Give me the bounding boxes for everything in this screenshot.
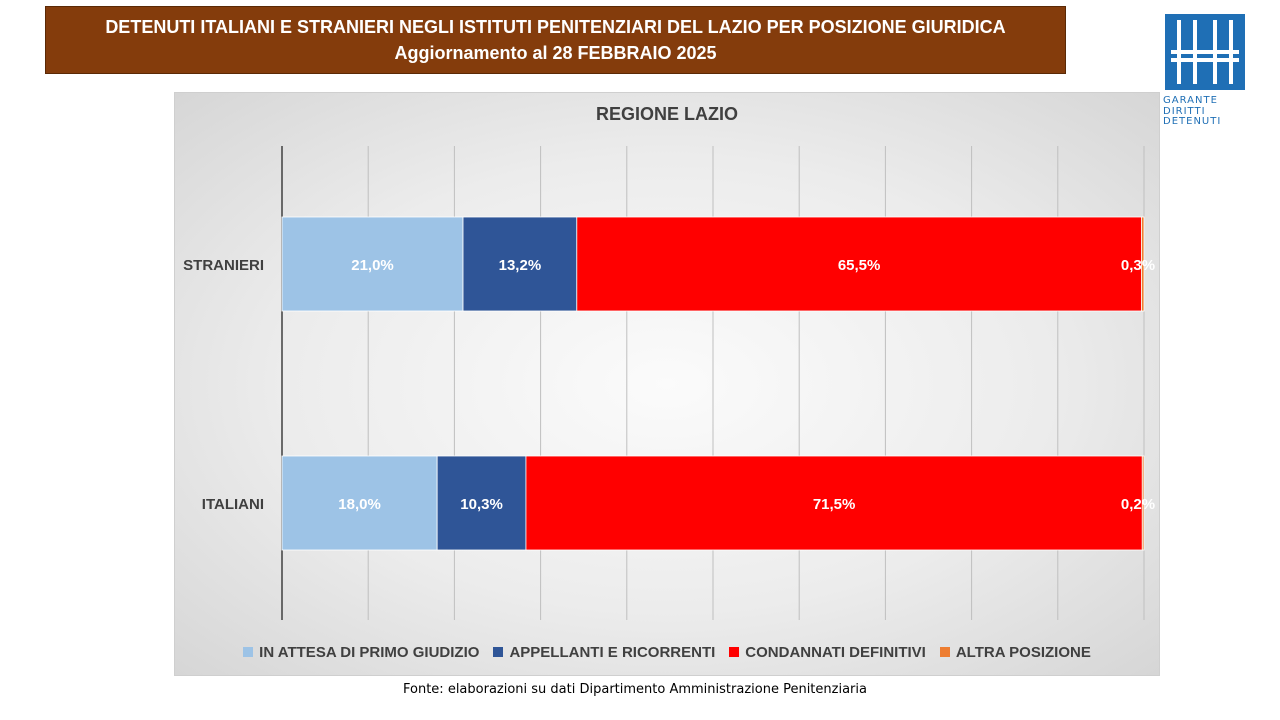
data-label: 13,2% [499, 257, 542, 274]
category-label: ITALIANI [202, 496, 264, 513]
data-label: 71,5% [813, 496, 856, 513]
chart-area [174, 92, 1160, 676]
logo-mark-icon [1165, 14, 1245, 90]
logo-text-line: DIRITTI [1163, 105, 1206, 117]
bar-segment [1141, 216, 1145, 312]
legend-label: IN ATTESA DI PRIMO GIUDIZIO [259, 643, 480, 661]
legend-label: APPELLANTI E RICORRENTI [509, 643, 716, 661]
page-title: DETENUTI ITALIANI E STRANIERI NEGLI ISTI… [105, 17, 1006, 37]
legend-swatch [243, 647, 254, 657]
legend-label: ALTRA POSIZIONE [955, 643, 1091, 661]
source-note: Fonte: elaborazioni su dati Dipartimento… [403, 682, 867, 697]
garante-logo: GARANTE DIRITTI DETENUTI [1163, 14, 1247, 130]
data-label: 0,2% [1121, 496, 1155, 513]
data-label: 18,0% [338, 496, 381, 513]
legend-swatch [729, 647, 740, 657]
data-label: 10,3% [460, 496, 503, 513]
legend-entry: APPELLANTI E RICORRENTI [493, 644, 715, 661]
legend-swatch [939, 647, 950, 657]
logo-text-line: DETENUTI [1163, 116, 1222, 127]
data-label: 0,3% [1121, 257, 1155, 274]
logo-text-line: GARANTE [1163, 95, 1218, 106]
data-label: 21,0% [351, 257, 394, 274]
legend-entry: IN ATTESA DI PRIMO GIUDIZIO [243, 644, 479, 661]
chart-title: REGIONE LAZIO [595, 104, 738, 124]
bar-segment [462, 216, 578, 312]
bar-segment [281, 216, 464, 312]
page-subtitle: Aggiornamento al 28 FEBBRAIO 2025 [394, 43, 717, 63]
legend-entry: CONDANNATI DEFINITIVI [729, 644, 926, 661]
bar-segment [281, 455, 438, 551]
data-label: 65,5% [838, 257, 881, 274]
title-banner: DETENUTI ITALIANI E STRANIERI NEGLI ISTI… [45, 6, 1066, 74]
bar-segment [525, 455, 1143, 551]
bar-segment [1141, 455, 1145, 551]
legend-entry: ALTRA POSIZIONE [939, 643, 1091, 661]
legend-label: CONDANNATI DEFINITIVI [745, 643, 926, 661]
category-label: STRANIERI [183, 257, 264, 274]
bar-segment [436, 455, 527, 551]
chart-legend: IN ATTESA DI PRIMO GIUDIZIO APPELLANTI E … [174, 642, 1160, 662]
legend-swatch [493, 647, 504, 657]
logo-text: GARANTE DIRITTI DETENUTI [1163, 95, 1247, 128]
